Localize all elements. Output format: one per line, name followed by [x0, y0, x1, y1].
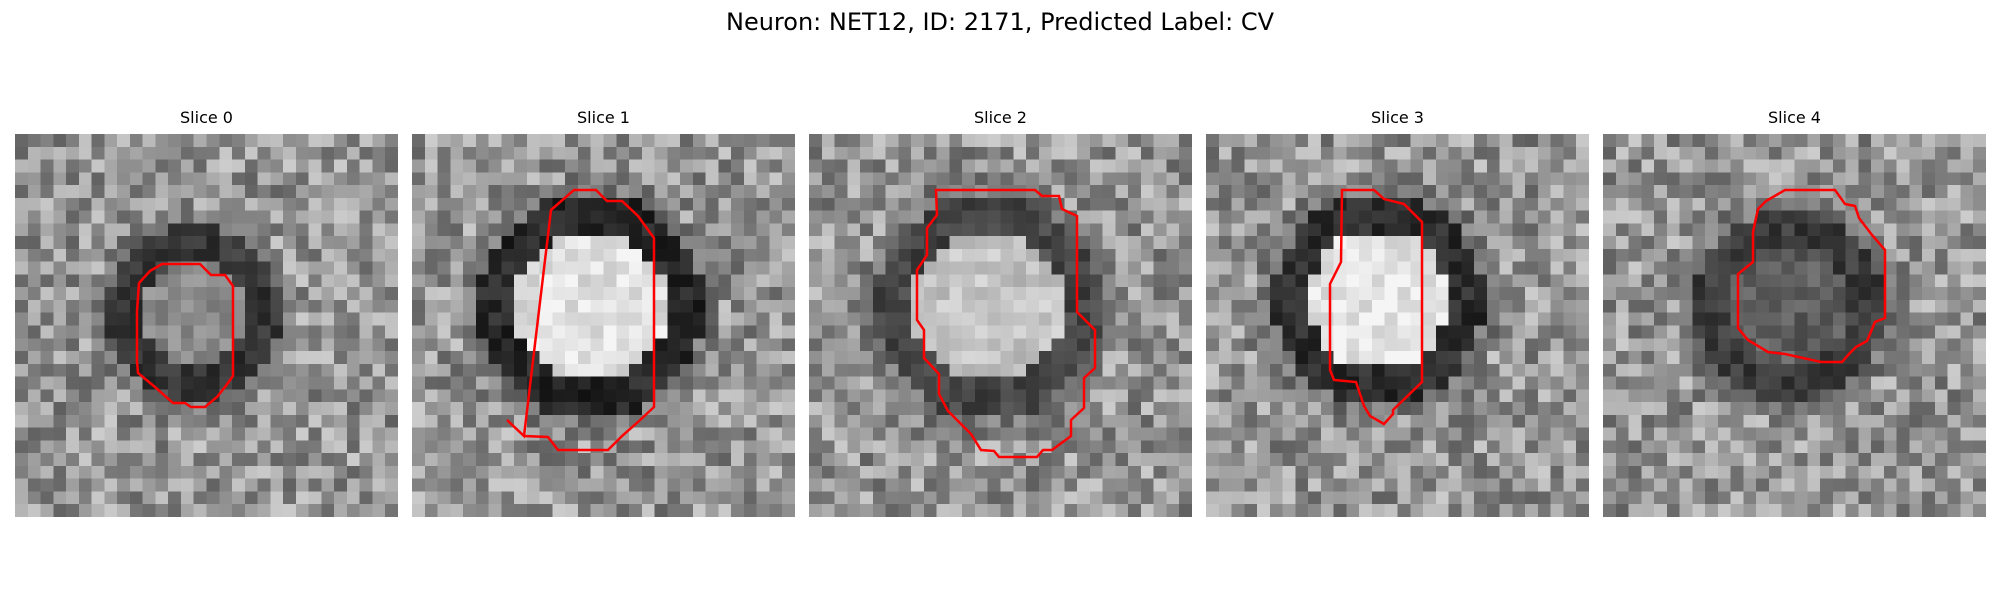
slice-title: Slice 4	[1768, 108, 1821, 127]
slice-image	[809, 134, 1192, 517]
grayscale-micrograph	[1206, 134, 1589, 517]
slice-title: Slice 3	[1371, 108, 1424, 127]
slice-title: Slice 2	[974, 108, 1027, 127]
slice-title: Slice 0	[180, 108, 233, 127]
slice-image	[15, 134, 398, 517]
grayscale-micrograph	[809, 134, 1192, 517]
slice-title: Slice 1	[577, 108, 630, 127]
slice-image	[412, 134, 795, 517]
slice-panel-2: Slice 2	[809, 108, 1192, 517]
slice-image	[1206, 134, 1589, 517]
roi-outline	[1736, 188, 1887, 364]
slice-panel-1: Slice 1	[412, 108, 795, 517]
roi-outline	[1328, 188, 1424, 426]
grayscale-micrograph	[1603, 134, 1986, 517]
figure-title: Neuron: NET12, ID: 2171, Predicted Label…	[726, 8, 1274, 36]
grayscale-micrograph	[15, 134, 398, 517]
slice-panel-4: Slice 4	[1603, 108, 1986, 517]
slice-panel-3: Slice 3	[1206, 108, 1589, 517]
slice-panel-0: Slice 0	[15, 108, 398, 517]
roi-outline	[135, 262, 235, 409]
slice-image	[1603, 134, 1986, 517]
roi-outline	[506, 188, 656, 452]
roi-outline	[915, 188, 1097, 459]
